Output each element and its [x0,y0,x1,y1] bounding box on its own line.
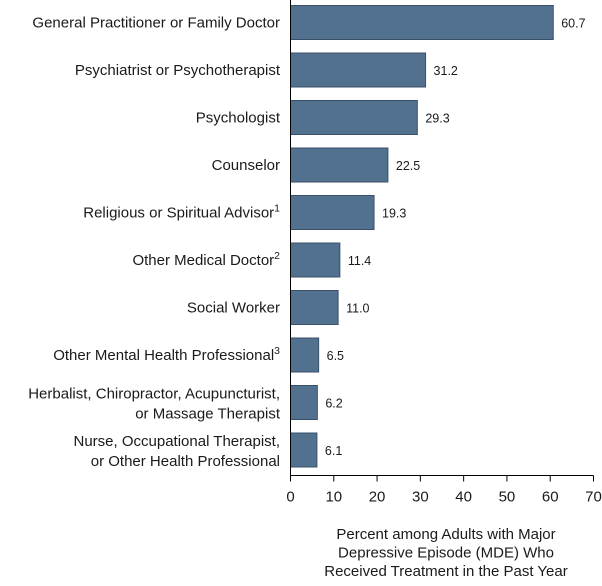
value-labels-group: 60.7 31.2 29.3 22.5 19.3 11.4 11.0 6.5 6.2 6.1 [325,17,586,459]
category-label: or Massage Therapist [135,406,281,423]
category-label: Counselor [212,157,280,174]
bars-group [290,5,554,468]
x-tick-label: 10 [325,489,342,506]
x-axis-title-line: Depressive Episode (MDE) Who [338,545,554,562]
bar [290,290,339,325]
data-label: 19.3 [382,207,406,221]
x-tick-label: 30 [412,489,429,506]
data-label: 6.1 [325,444,342,458]
data-label: 22.5 [396,159,420,173]
bar [290,52,427,88]
x-tick-label: 0 [286,489,294,506]
data-label: 60.7 [561,17,585,31]
data-label: 11.4 [348,254,371,268]
x-tick-label: 60 [542,489,559,506]
bar [290,432,318,468]
bar [290,337,320,373]
x-tick-label: 50 [499,489,516,506]
x-axis-title: Percent among Adults with Major Depressiv… [324,526,567,580]
data-label: 6.2 [325,397,342,411]
x-tick-label: 70 [585,489,602,506]
category-label: Psychiatrist or Psychotherapist [75,62,281,79]
category-labels-group: General Practitioner or Family Doctor Psy… [28,15,281,471]
bar [290,5,554,40]
category-label: Psychologist [196,110,281,127]
category-label: Social Worker [187,300,280,317]
data-label: 31.2 [434,64,458,78]
bar [290,385,318,420]
category-label: Religious or Spiritual Advisor1 [83,203,280,222]
x-axis-title-line: Percent among Adults with Major [336,526,555,543]
x-tick-label: 40 [455,489,472,506]
x-tick-label: 20 [369,489,386,506]
x-axis-title-line: Received Treatment in the Past Year [324,563,567,580]
data-label: 6.5 [327,349,344,363]
bar [290,242,341,278]
x-ticks-group: 0 10 20 30 40 50 60 70 [286,475,602,506]
category-label: or Other Health Professional [91,453,280,470]
category-label: Other Mental Health Professional3 [53,345,280,364]
category-label: General Practitioner or Family Doctor [32,15,280,32]
bar [290,147,389,183]
category-label: Herbalist, Chiropractor, Acupuncturist, [28,386,280,403]
bar [290,195,375,230]
category-label: Nurse, Occupational Therapist, [74,433,281,450]
category-label: Other Medical Doctor2 [132,250,280,269]
data-label: 11.0 [346,302,369,316]
data-label: 29.3 [425,112,449,126]
bar [290,100,418,135]
